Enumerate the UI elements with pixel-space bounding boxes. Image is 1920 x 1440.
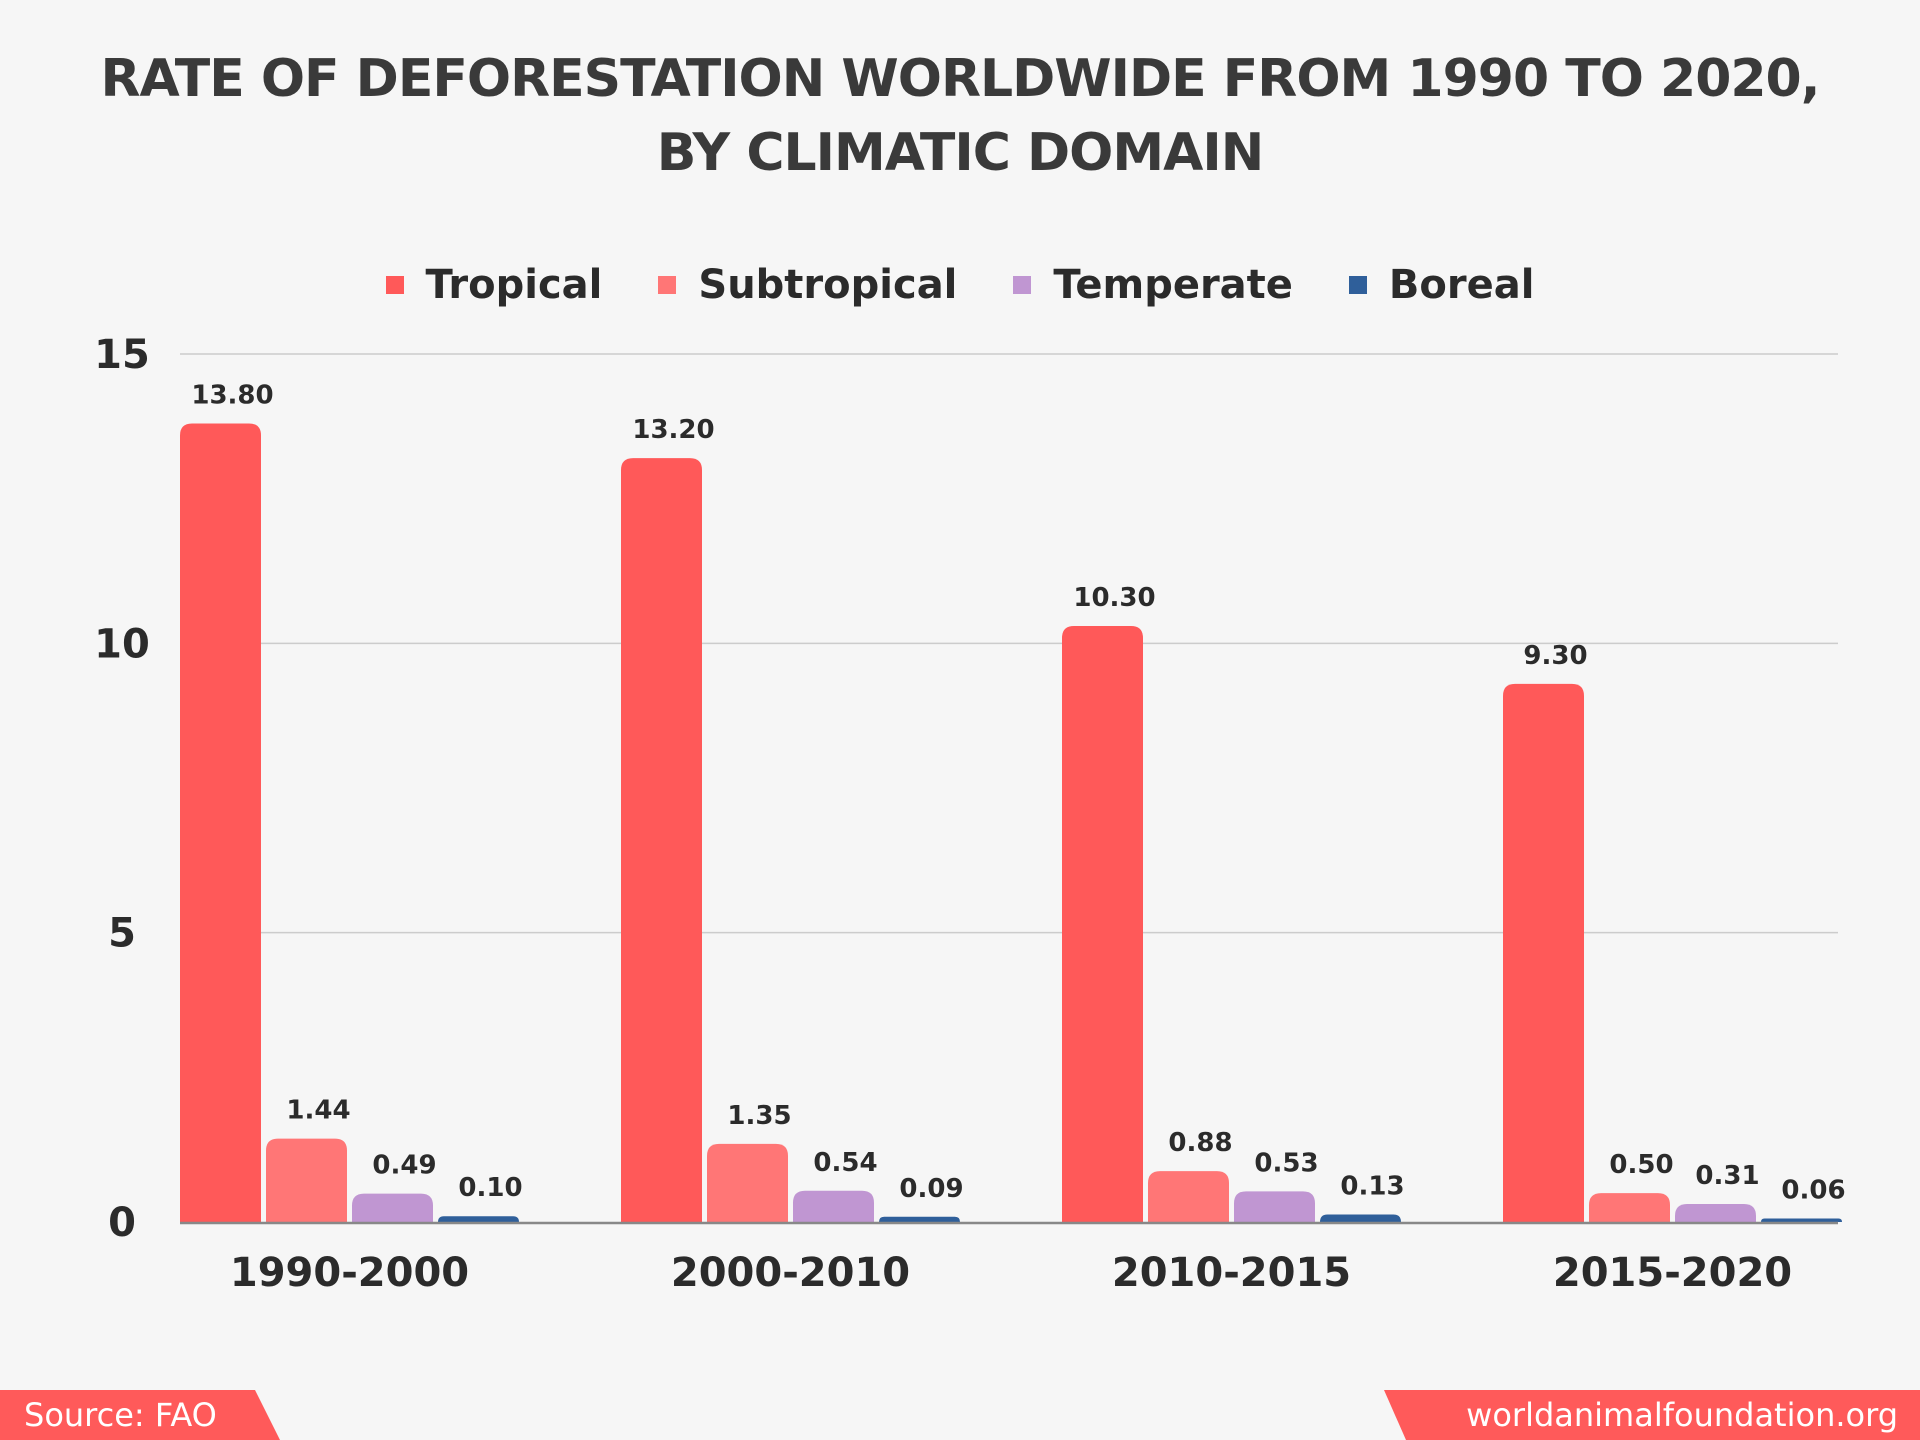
data-label: 13.20: [632, 415, 714, 445]
legend-swatch: [385, 276, 404, 294]
data-label: 1.44: [286, 1096, 350, 1126]
bar-chart: 0 5 10 15 13.80 1.44 0.49 0.10 1990-2000 13.20 1.3…: [94, 332, 1845, 1296]
y-tick-label: 10: [94, 621, 150, 667]
bar-temperate-1990-2000: [352, 1193, 433, 1222]
site-text: worldanimalfoundation.org: [1466, 1396, 1898, 1434]
bar-subtropical-2010-2015: [1148, 1171, 1229, 1222]
data-label: 0.88: [1168, 1128, 1232, 1158]
legend-label: Boreal: [1388, 262, 1535, 308]
data-label: 0.31: [1695, 1161, 1759, 1191]
legend-label: Tropical: [425, 262, 603, 308]
data-label: 0.09: [899, 1174, 963, 1204]
bar-tropical-2010-2015: [1062, 625, 1143, 1222]
legend-item-subtropical: Subtropical: [658, 262, 957, 308]
y-tick-label: 0: [108, 1200, 136, 1246]
legend-swatch: [1013, 276, 1032, 294]
legend-item-temperate: Temperate: [1013, 262, 1293, 308]
bar-temperate-2015-2020: [1675, 1204, 1756, 1222]
data-label: 0.13: [1340, 1171, 1404, 1201]
legend-swatch: [1348, 276, 1367, 294]
data-label: 1.35: [727, 1101, 791, 1131]
bar-subtropical-2015-2020: [1589, 1193, 1670, 1222]
legend: Tropical Subtropical Temperate Boreal: [0, 262, 1920, 308]
legend-label: Subtropical: [698, 262, 958, 308]
x-tick-label: 2015-2020: [1553, 1250, 1792, 1296]
data-label: 10.30: [1073, 583, 1155, 613]
bar-boreal-1990-2000: [438, 1216, 519, 1222]
data-label: 0.54: [813, 1148, 877, 1178]
y-tick-label: 15: [94, 332, 150, 378]
x-tick-label: 2010-2015: [1112, 1250, 1351, 1296]
data-label: 0.49: [372, 1151, 436, 1181]
bar-temperate-2010-2015: [1234, 1191, 1315, 1222]
source-text: Source: FAO: [24, 1396, 217, 1434]
chart-title: RATE OF DEFORESTATION WORLDWIDE FROM 199…: [0, 42, 1920, 190]
y-tick-label: 5: [108, 911, 136, 957]
data-label: 13.80: [191, 380, 273, 410]
data-label: 9.30: [1523, 641, 1587, 671]
data-label: 0.10: [458, 1173, 522, 1203]
x-tick-label: 1990-2000: [230, 1250, 469, 1296]
data-label: 0.53: [1254, 1148, 1318, 1178]
data-label: 0.06: [1781, 1176, 1845, 1206]
bar-temperate-2000-2010: [793, 1190, 874, 1222]
source-banner: Source: FAO: [0, 1390, 280, 1440]
legend-label: Temperate: [1053, 262, 1293, 308]
legend-item-tropical: Tropical: [385, 262, 603, 308]
data-label: 0.50: [1609, 1150, 1673, 1180]
bar-subtropical-1990-2000: [266, 1138, 347, 1222]
x-tick-label: 2000-2010: [671, 1250, 910, 1296]
bar-subtropical-2000-2010: [707, 1143, 788, 1222]
chart-title-line-2: BY CLIMATIC DOMAIN: [656, 123, 1264, 183]
bar-boreal-2015-2020: [1761, 1218, 1842, 1222]
bar-tropical-2000-2010: [621, 458, 702, 1222]
site-banner: worldanimalfoundation.org: [1384, 1390, 1920, 1440]
legend-swatch: [658, 276, 677, 294]
legend-item-boreal: Boreal: [1348, 262, 1535, 308]
bar-boreal-2000-2010: [879, 1216, 960, 1222]
bar-boreal-2010-2015: [1320, 1214, 1401, 1222]
bar-tropical-1990-2000: [180, 423, 261, 1222]
chart-title-line-1: RATE OF DEFORESTATION WORLDWIDE FROM 199…: [100, 49, 1821, 109]
bar-tropical-2015-2020: [1503, 683, 1584, 1222]
